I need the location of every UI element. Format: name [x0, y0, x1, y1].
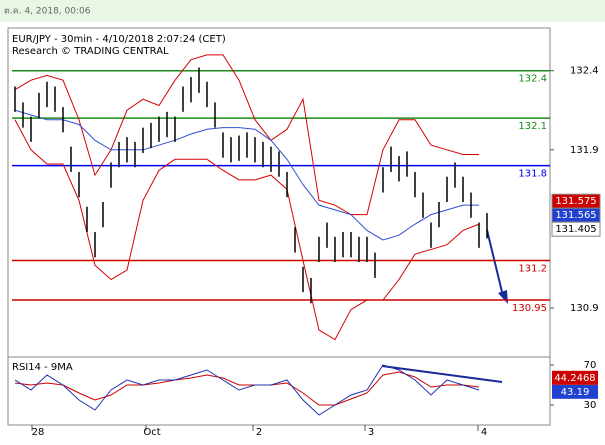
- overlay-line: [14, 109, 479, 241]
- rsi-tag-label: 44.2468: [554, 373, 595, 384]
- level-label: 130.95: [512, 303, 547, 314]
- chart-subtitle: Research © TRADING CENTRAL: [12, 46, 169, 57]
- forecast-arrow: [486, 229, 504, 297]
- price-tag-label: 131.405: [555, 224, 596, 235]
- y-tick-label: 132.4: [570, 66, 599, 77]
- x-tick-label: Oct: [143, 427, 160, 438]
- timestamp: ต.ค. 4, 2018, 00:06: [4, 7, 91, 17]
- rsi-panel: [7, 356, 551, 426]
- x-tick-label: 2: [256, 427, 262, 438]
- level-label: 131.8: [518, 169, 547, 180]
- x-tick-label: 28: [32, 427, 45, 438]
- rsi-tag-label: 43.19: [561, 387, 590, 398]
- price-tag: [551, 221, 601, 237]
- rsi-tag: [552, 384, 598, 399]
- rsi-tick-label: 70: [584, 360, 597, 371]
- price-panel: [7, 27, 551, 358]
- price-tag-label: 131.565: [555, 210, 596, 221]
- x-tick-label: 3: [368, 427, 374, 438]
- header-bar: [0, 0, 605, 22]
- level-label: 132.4: [518, 74, 547, 85]
- price-tag-label: 131.575: [555, 196, 596, 207]
- overlay-line: [14, 119, 480, 341]
- rsi-tag: [552, 370, 598, 385]
- x-tick-label: 4: [481, 427, 487, 438]
- rsi-ma-line: [14, 371, 480, 406]
- rsi-line: [14, 364, 480, 416]
- rsi-tick-label: 30: [584, 400, 597, 411]
- rsi-trendline: [381, 365, 503, 383]
- y-tick-label: 130.9: [570, 303, 599, 314]
- level-label: 132.1: [518, 121, 547, 132]
- rsi-title: RSI14 - 9MA: [12, 362, 73, 373]
- chart-title: EUR/JPY - 30min - 4/10/2018 2:07:24 (CET…: [12, 34, 226, 45]
- overlay-line: [14, 54, 479, 216]
- y-tick-label: 131.9: [570, 145, 599, 156]
- level-label: 131.2: [518, 264, 547, 275]
